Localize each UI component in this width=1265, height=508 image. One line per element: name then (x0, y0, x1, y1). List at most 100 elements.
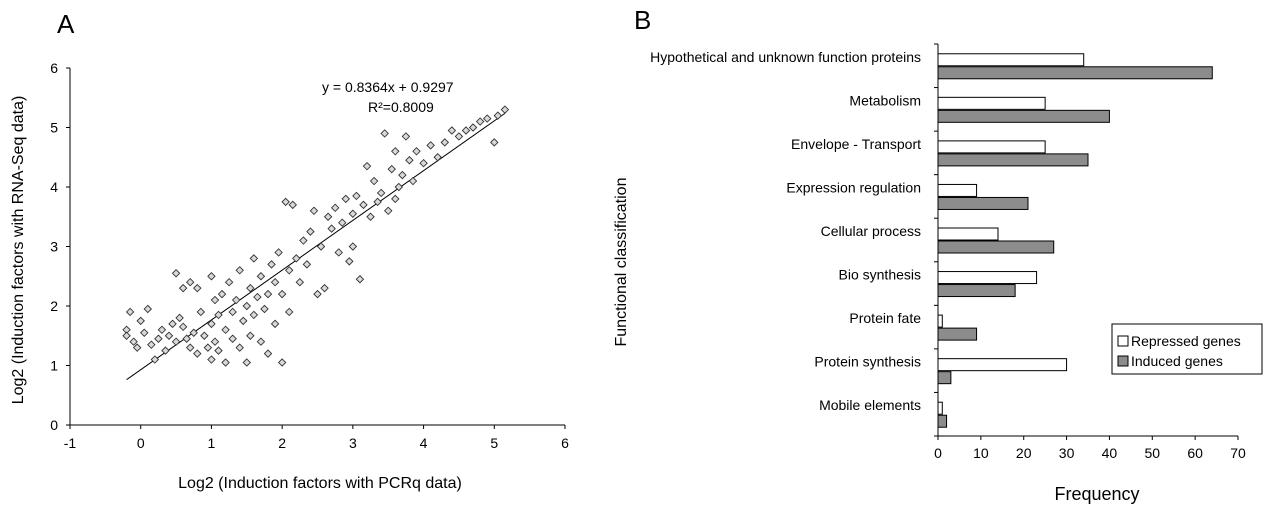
scatter-point (136, 316, 145, 326)
bar-category-label: Envelope - Transport (791, 136, 921, 152)
scatter-point (316, 242, 326, 251)
scatter-point (246, 331, 255, 340)
scatter-point (231, 295, 241, 305)
scatter-point (274, 248, 283, 257)
bar-induced (937, 327, 978, 341)
bar-repressed (937, 96, 1046, 110)
scatter-equation: y = 0.8364x + 0.9297 (322, 79, 454, 95)
bar-category-label: Expression regulation (786, 179, 921, 195)
scatter-y-tick-label: 2 (50, 298, 58, 314)
scatter-chart: -1 0 1 2 3 4 5 6 0 1 2 3 4 5 6 y = 0.8364x + 0.9297 R… (10, 60, 569, 492)
scatter-point (341, 194, 351, 204)
scatter-point (228, 307, 237, 317)
scatter-point (281, 197, 290, 207)
bar-induced (937, 66, 1213, 80)
scatter-point (447, 126, 457, 135)
scatter-point (147, 340, 156, 349)
scatter-point (214, 346, 223, 355)
scatter-x-ticks: -1 0 1 2 3 4 5 6 (64, 425, 569, 451)
scatter-point (373, 197, 382, 207)
legend: Repressed genes Induced genes (1111, 323, 1263, 375)
scatter-point (433, 153, 442, 162)
scatter-point (284, 307, 294, 317)
scatter-point (150, 355, 160, 364)
scatter-point (217, 289, 227, 299)
scatter-point (203, 343, 213, 352)
scatter-point (359, 200, 368, 210)
scatter-point (270, 277, 280, 287)
legend-swatch-repressed (1117, 335, 1129, 347)
legend-label-repressed: Repressed genes (1131, 333, 1241, 349)
scatter-point (140, 328, 149, 338)
scatter-point (175, 313, 184, 323)
scatter-point (161, 346, 170, 355)
scatter-point (249, 310, 259, 320)
scatter-x-tick-label: 0 (137, 435, 145, 451)
scatter-point (185, 343, 195, 352)
scatter-point (398, 170, 407, 180)
bar-repressed (937, 401, 943, 415)
scatter-x-tick-label: 1 (208, 435, 216, 451)
bar-category-label: Bio synthesis (839, 267, 921, 283)
scatter-point (125, 307, 135, 317)
scatter-point (277, 289, 287, 299)
scatter-point (330, 203, 340, 213)
scatter-x-tick-label: 6 (561, 435, 569, 451)
scatter-point (383, 206, 393, 216)
scatter-point (260, 304, 269, 314)
scatter-point (129, 337, 138, 346)
scatter-point (263, 289, 273, 299)
bar-x-tick-label: 40 (1102, 445, 1118, 461)
bar-x-tick-label: 50 (1144, 445, 1160, 461)
scatter-point (210, 295, 220, 305)
scatter-point (419, 158, 428, 168)
scatter-point (235, 343, 244, 352)
scatter-point (122, 331, 131, 340)
scatter-point (224, 277, 234, 287)
bar-category-ticks (934, 43, 938, 437)
bar-repressed (937, 53, 1085, 67)
bar-x-tick-label: 10 (973, 445, 989, 461)
scatter-point (380, 129, 389, 138)
bar-repressed (937, 140, 1046, 154)
scatter-x-tick-label: -1 (64, 435, 77, 451)
scatter-point (490, 138, 499, 147)
bar-x-tick-label: 60 (1187, 445, 1203, 461)
scatter-y-tick-label: 1 (50, 358, 58, 374)
scatter-point (306, 227, 315, 236)
scatter-point (157, 325, 167, 335)
scatter-point (348, 209, 358, 219)
scatter-point (299, 236, 308, 245)
bar-x-ticks: 0 10 20 30 40 50 60 70 (934, 436, 1246, 461)
scatter-point (394, 182, 404, 192)
legend-swatch-induced (1117, 355, 1129, 367)
scatter-point (214, 310, 223, 320)
scatter-point (242, 301, 252, 311)
bar-category-label: Mobile elements (819, 397, 921, 413)
scatter-point (263, 349, 273, 358)
scatter-x-tick-label: 4 (420, 435, 428, 451)
scatter-point (171, 337, 181, 346)
scatter-point (235, 266, 244, 275)
scatter-point (475, 117, 485, 126)
bar-induced (937, 153, 1089, 167)
bar-marks (937, 53, 1213, 428)
scatter-point (242, 358, 252, 367)
panel-b-letter: B (634, 5, 651, 35)
scatter-y-tick-label: 6 (50, 60, 58, 76)
scatter-point (348, 242, 358, 251)
scatter-x-tick-label: 5 (490, 435, 498, 451)
scatter-point (405, 155, 414, 165)
scatter-point (228, 334, 237, 343)
bar-category-label: Hypothetical and unknown function protei… (650, 49, 921, 65)
scatter-point (391, 147, 400, 156)
scatter-point (210, 337, 220, 346)
scatter-point (178, 322, 188, 332)
scatter-points (122, 105, 510, 367)
bar-category-labels: Hypothetical and unknown function protei… (650, 49, 921, 413)
scatter-point (482, 114, 492, 123)
scatter-point (288, 200, 297, 210)
scatter-point (355, 274, 365, 284)
bar-x-tick-label: 30 (1059, 445, 1075, 461)
